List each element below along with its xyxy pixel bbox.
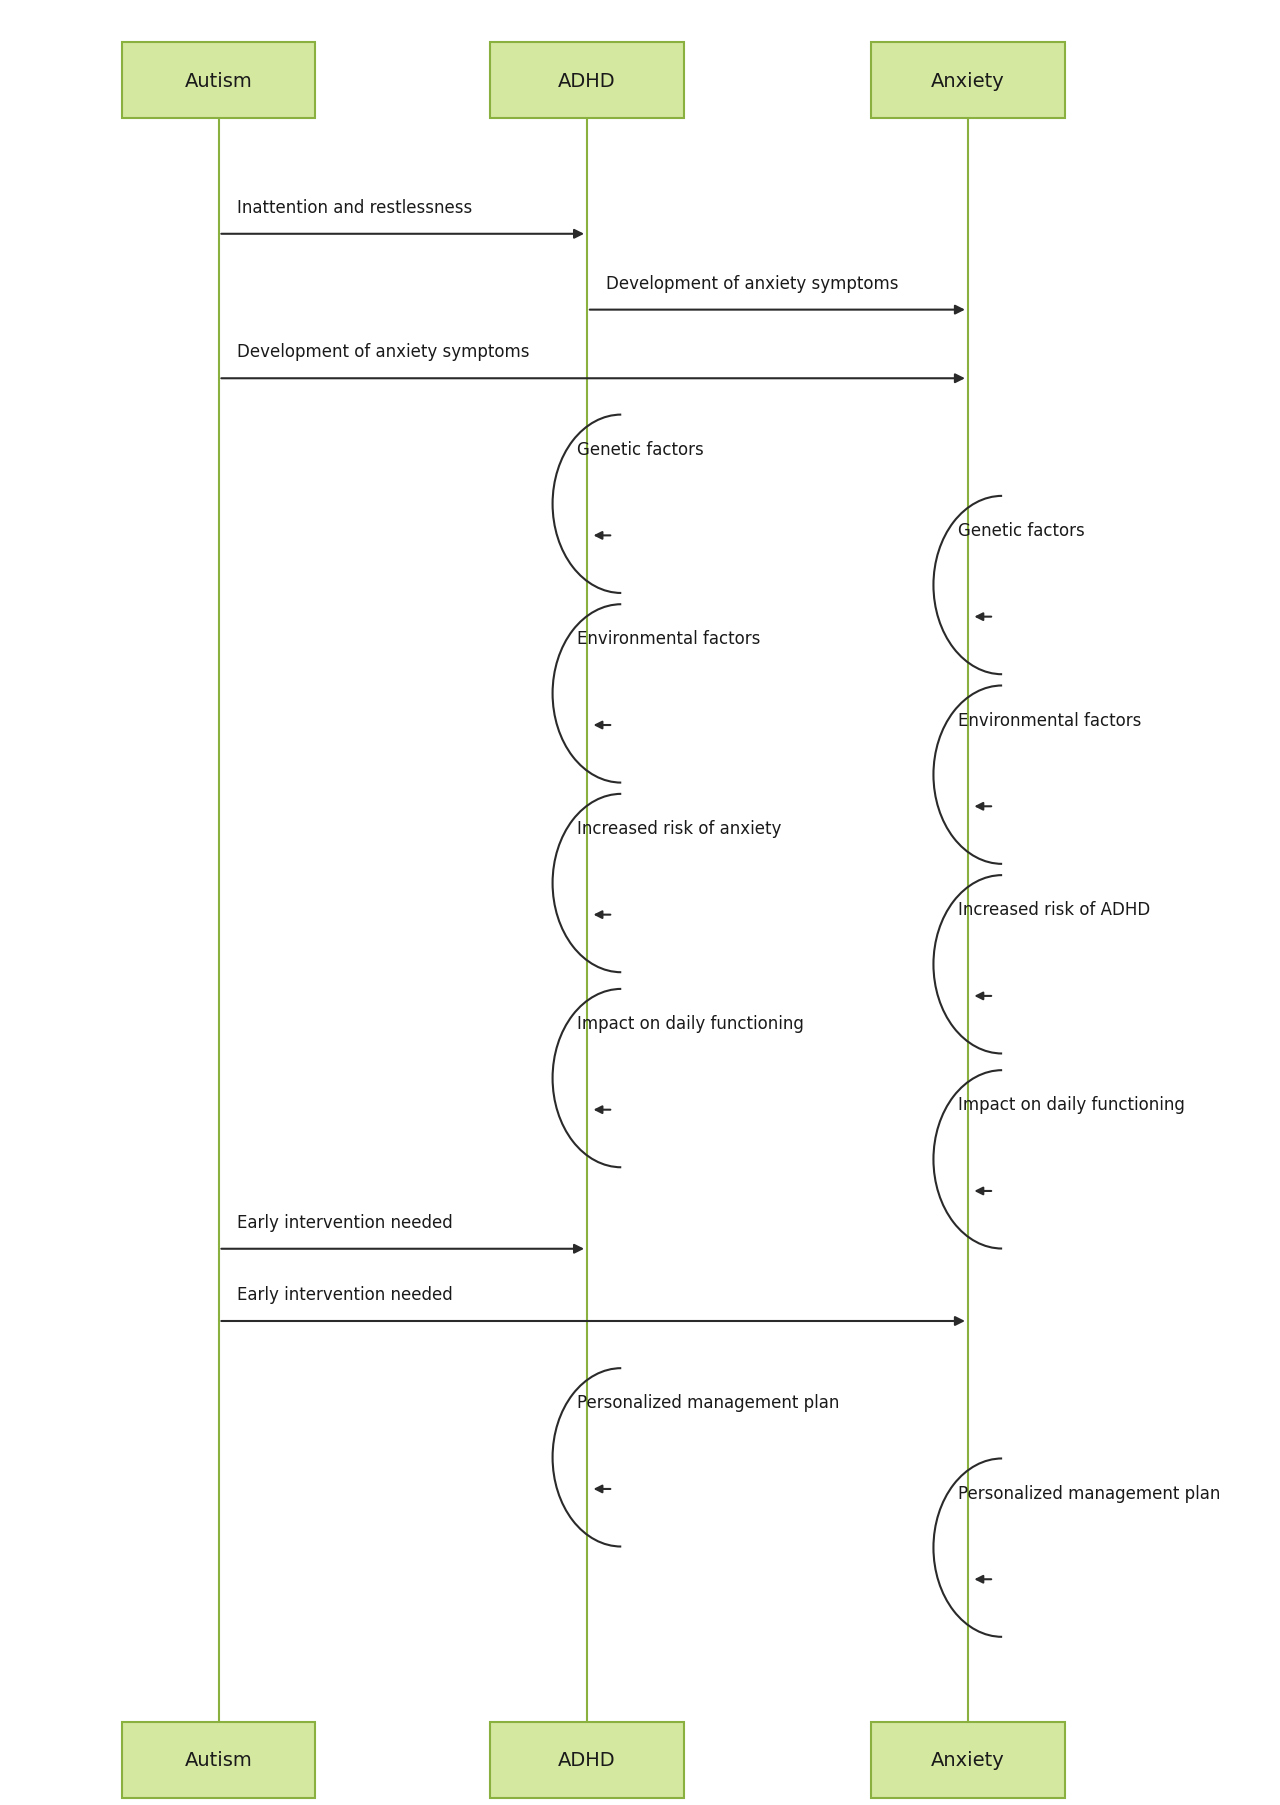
Text: Anxiety: Anxiety	[931, 72, 1005, 90]
Text: Personalized management plan: Personalized management plan	[577, 1393, 840, 1412]
Text: Environmental factors: Environmental factors	[577, 630, 760, 648]
Text: Impact on daily functioning: Impact on daily functioning	[957, 1096, 1185, 1114]
FancyBboxPatch shape	[122, 1722, 315, 1798]
Text: Increased risk of anxiety: Increased risk of anxiety	[577, 819, 781, 838]
FancyBboxPatch shape	[490, 1722, 684, 1798]
Text: Anxiety: Anxiety	[931, 1751, 1005, 1769]
Text: Environmental factors: Environmental factors	[957, 711, 1142, 729]
FancyBboxPatch shape	[490, 43, 684, 119]
FancyBboxPatch shape	[870, 43, 1065, 119]
Text: ADHD: ADHD	[558, 1751, 616, 1769]
Text: Personalized management plan: Personalized management plan	[957, 1484, 1220, 1502]
Text: Genetic factors: Genetic factors	[957, 522, 1084, 540]
Text: Development of anxiety symptoms: Development of anxiety symptoms	[605, 274, 899, 292]
Text: Impact on daily functioning: Impact on daily functioning	[577, 1014, 804, 1032]
Text: Increased risk of ADHD: Increased risk of ADHD	[957, 901, 1149, 919]
Text: Development of anxiety symptoms: Development of anxiety symptoms	[237, 343, 530, 361]
Text: Genetic factors: Genetic factors	[577, 440, 704, 458]
Text: Autism: Autism	[184, 72, 252, 90]
FancyBboxPatch shape	[122, 43, 315, 119]
Text: Autism: Autism	[184, 1751, 252, 1769]
FancyBboxPatch shape	[870, 1722, 1065, 1798]
Text: Inattention and restlessness: Inattention and restlessness	[237, 199, 472, 217]
Text: Early intervention needed: Early intervention needed	[237, 1285, 453, 1303]
Text: ADHD: ADHD	[558, 72, 616, 90]
Text: Early intervention needed: Early intervention needed	[237, 1213, 453, 1231]
